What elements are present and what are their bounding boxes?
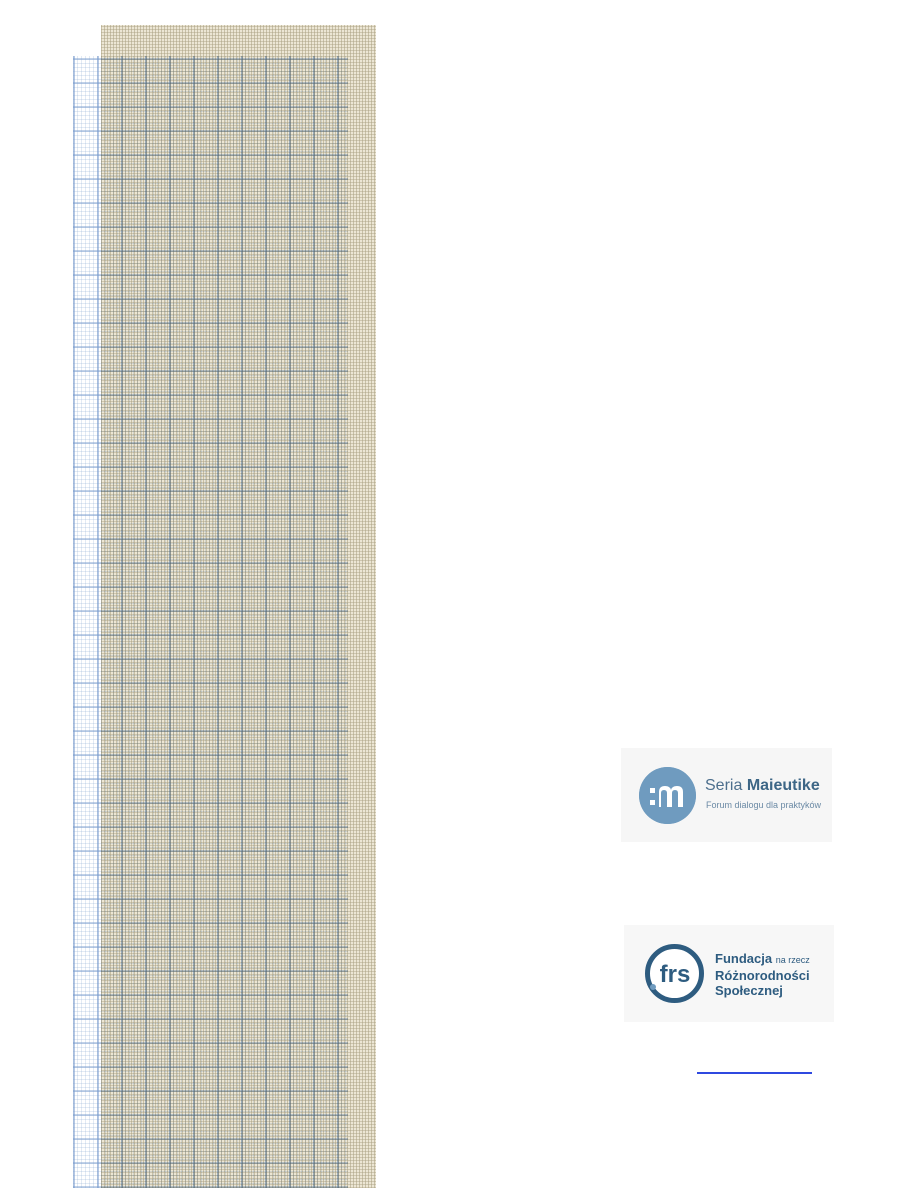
maieutike-mark-icon (639, 767, 696, 824)
frs-name: Fundacja na rzecz Różnorodności Społeczn… (715, 951, 810, 998)
frs-foundation-logo: frs Fundacja na rzecz Różnorodności Społ… (624, 925, 834, 1022)
maieutike-subtitle: Forum dialogu dla praktyków (706, 800, 822, 810)
maieutike-title: Seria Maieutike (705, 777, 820, 794)
frs-mark-icon: frs (645, 944, 704, 1003)
svg-text:frs: frs (660, 961, 691, 988)
hyperlink[interactable] (697, 1050, 812, 1074)
seria-maieutike-logo: Seria Maieutike Forum dialogu dla prakty… (621, 748, 832, 842)
decorative-pattern-blue (73, 56, 348, 1188)
